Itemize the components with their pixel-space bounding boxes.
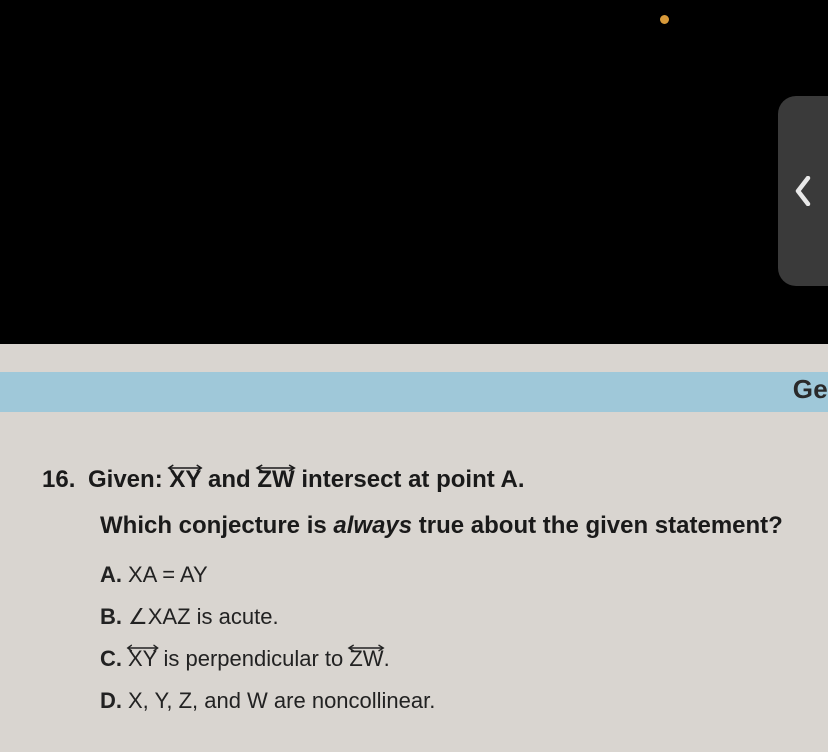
line-xy-symbol: XY (169, 466, 201, 494)
document-region: Ge 16.Given: XY and ZW intersect at poin… (0, 344, 828, 752)
header-strip (0, 372, 828, 412)
choice-letter: C. (100, 646, 128, 672)
choice-c: C.XY is perpendicular to ZW. (100, 646, 808, 672)
header-partial-text: Ge (793, 374, 828, 405)
choice-text: XA = AY (128, 562, 208, 587)
choice-text: ∠XAZ is acute. (128, 604, 279, 629)
choice-a: A.XA = AY (100, 562, 808, 588)
line-xy-symbol: XY (128, 646, 157, 672)
question-prompt-line: Which conjecture is always true about th… (100, 512, 808, 540)
choice-d: D.X, Y, Z, and W are noncollinear. (100, 688, 808, 714)
question-given-line: 16.Given: XY and ZW intersect at point A… (42, 466, 808, 494)
choice-text: X, Y, Z, and W are noncollinear. (128, 688, 435, 713)
question-number: 16. (42, 466, 88, 494)
choice-letter: D. (100, 688, 128, 714)
choice-letter: B. (100, 604, 128, 630)
status-dot-icon (660, 15, 669, 24)
line-zw-symbol: ZW (257, 466, 294, 494)
chevron-left-icon (794, 176, 812, 206)
collapse-tab-button[interactable] (778, 96, 828, 286)
choice-b: B.∠XAZ is acute. (100, 604, 808, 630)
choice-letter: A. (100, 562, 128, 588)
given-prefix: Given: (88, 466, 169, 493)
black-top-region (0, 0, 828, 344)
question-block: 16.Given: XY and ZW intersect at point A… (42, 466, 808, 730)
line-zw-symbol: ZW (349, 646, 383, 672)
